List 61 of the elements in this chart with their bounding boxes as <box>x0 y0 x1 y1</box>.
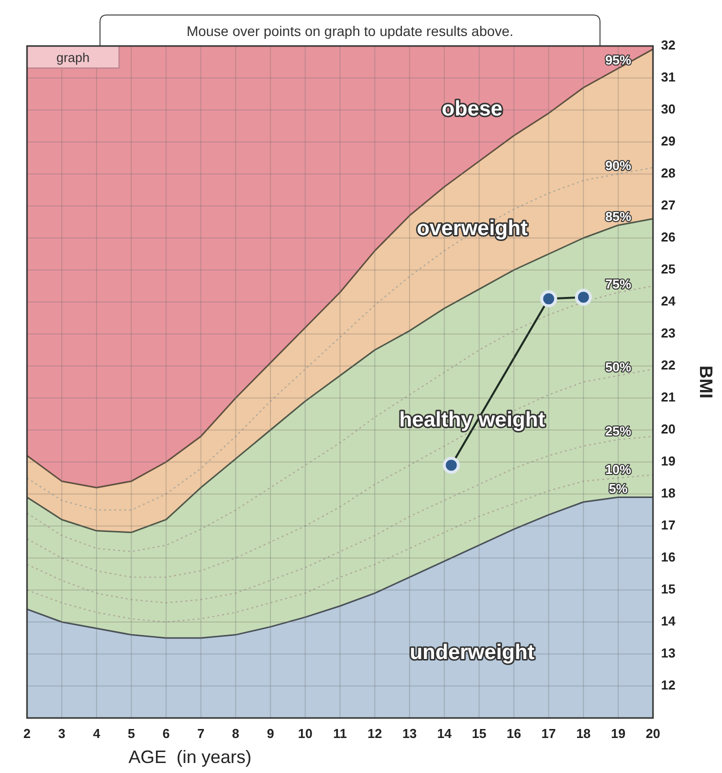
series-label: 25% <box>605 424 632 439</box>
x-tick-label: 5 <box>128 726 135 741</box>
annotation: graph <box>56 50 90 65</box>
x-tick-label: 15 <box>472 726 486 741</box>
x-axis-title: AGE (in years) <box>128 747 252 767</box>
y-tick-label: 30 <box>661 101 676 116</box>
x-tick-label: 13 <box>402 726 417 741</box>
series-label: 95% <box>605 52 632 68</box>
y-tick-label: 32 <box>661 37 676 52</box>
y-tick-label: 18 <box>661 485 676 500</box>
x-tick-label: 3 <box>58 726 66 741</box>
y-tick-label: 14 <box>661 613 676 628</box>
point <box>442 456 460 474</box>
y-tick-label: 13 <box>661 645 676 660</box>
y-tick-label: 16 <box>661 549 676 564</box>
y-tick-label: 31 <box>661 69 676 84</box>
y-tick-label: 17 <box>661 517 676 532</box>
annotation: overweight <box>416 217 528 240</box>
x-tick-label: 12 <box>368 726 382 741</box>
series-label: 85% <box>605 209 632 224</box>
y-axis-title: BMI <box>696 366 716 398</box>
chart-subtitle: Mouse over points on graph to update results above. <box>186 23 514 39</box>
line-series <box>26 474 654 623</box>
graph-tab: graph <box>26 46 120 68</box>
x-tick-label: 18 <box>576 726 591 741</box>
x-tick-label: 7 <box>197 726 205 741</box>
x-tick-label: 2 <box>23 726 31 741</box>
series-label: 90% <box>605 158 632 173</box>
series-label: 75% <box>605 276 632 292</box>
series-label: 10% <box>605 462 632 477</box>
x-tick-label: 16 <box>506 726 522 741</box>
x-tick-label: 11 <box>333 726 347 741</box>
annotation: healthy weight <box>399 408 546 432</box>
x-tick-label: 4 <box>92 726 101 741</box>
x-tick-label: 14 <box>437 726 452 741</box>
x-tick-label: 9 <box>266 726 274 741</box>
annotation: underweight <box>410 641 535 664</box>
x-tick-label: 10 <box>298 726 312 741</box>
x-tick-label: 17 <box>541 726 556 741</box>
y-tick-label: 27 <box>661 197 676 212</box>
y-tick-label: 25 <box>661 261 676 276</box>
annotation: obese <box>442 97 503 120</box>
x-tick-label: 6 <box>162 726 170 741</box>
x-tick-label: 19 <box>610 726 626 741</box>
y-tick-label: 22 <box>661 357 676 372</box>
point <box>574 288 592 306</box>
y-tick-label: 26 <box>661 229 676 244</box>
y-tick-label: 23 <box>661 325 676 340</box>
y-tick-label: 12 <box>661 677 676 692</box>
y-tick-label: 21 <box>661 389 676 404</box>
x-tick-label: 8 <box>232 726 240 741</box>
y-tick-label: 29 <box>661 133 676 148</box>
y-tick-label: 15 <box>661 581 676 596</box>
series-label: 50% <box>605 360 632 375</box>
x-tick-label: 20 <box>646 726 660 741</box>
y-tick-label: 24 <box>661 293 676 308</box>
y-tick-label: 28 <box>661 165 676 180</box>
y-tick-label: 19 <box>661 453 676 468</box>
point <box>540 290 558 308</box>
y-tick-label: 20 <box>661 421 676 436</box>
series-label: 5% <box>608 481 628 496</box>
